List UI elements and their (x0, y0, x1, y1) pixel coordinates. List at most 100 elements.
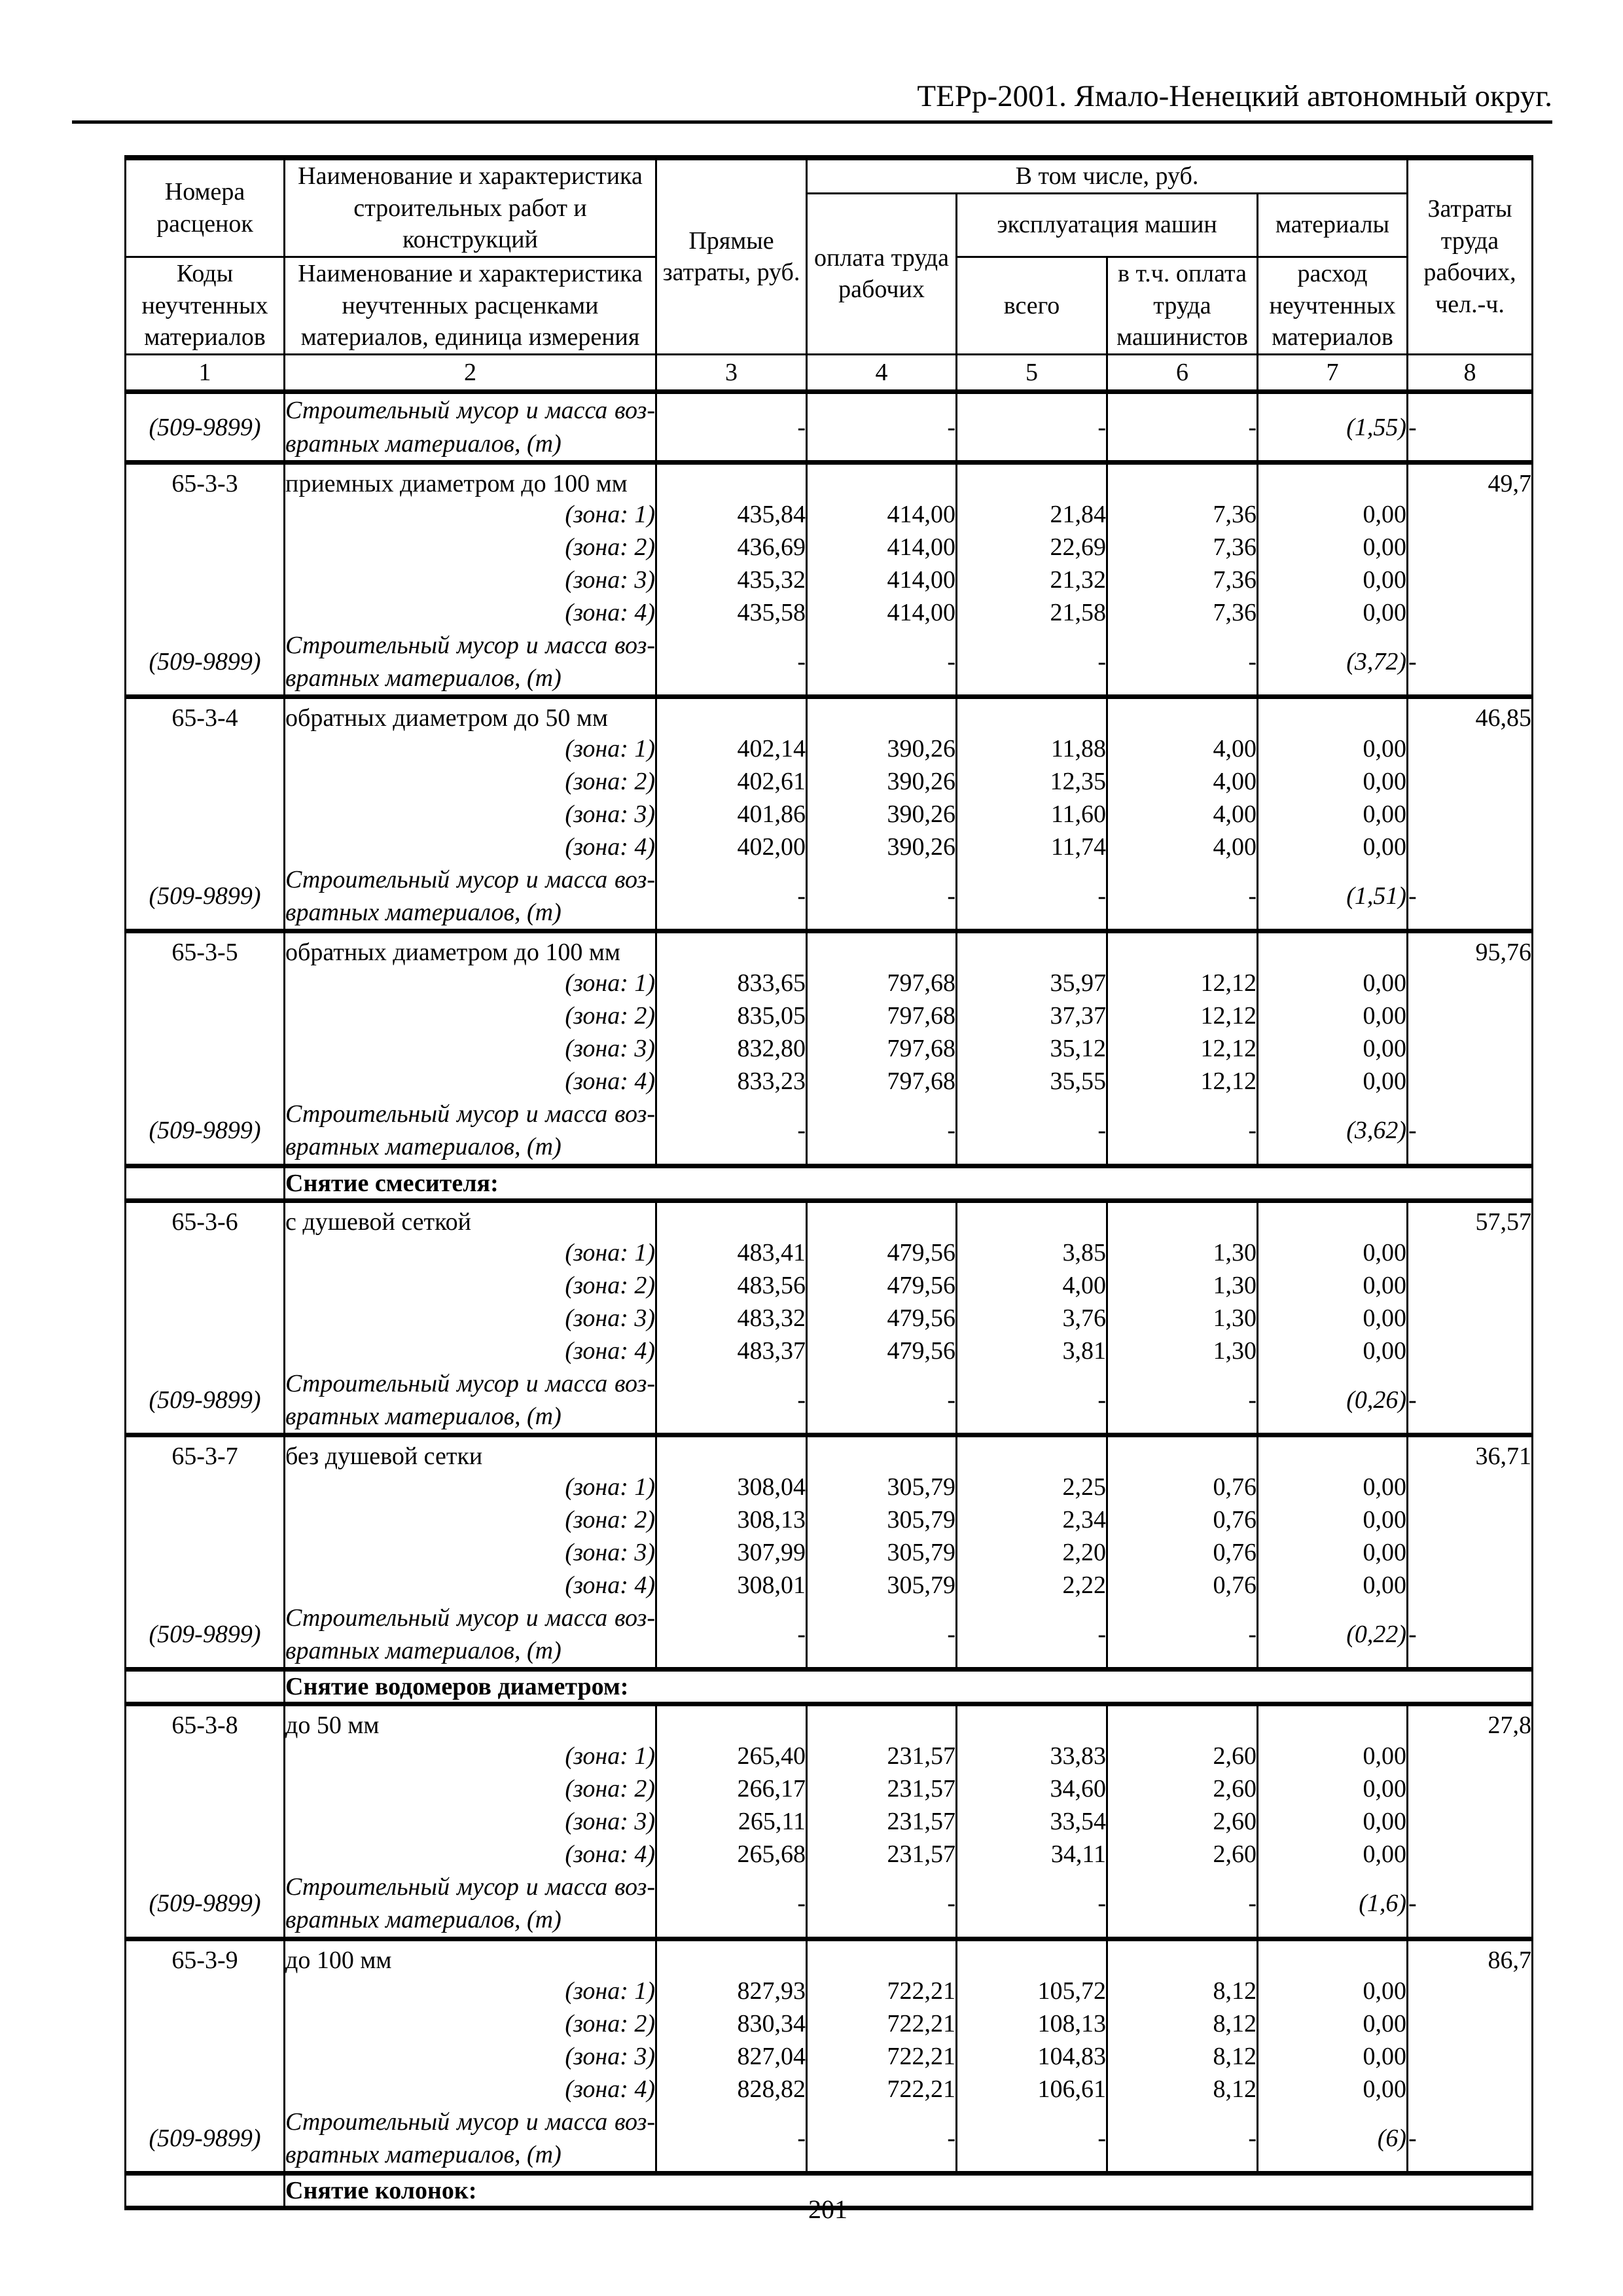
section-title: Снятие водомеров диаметром: (283, 1667, 1533, 1704)
table-row-zone: (зона: 1) 833,65 797,68 35,97 12,12 0,00 (124, 967, 1533, 1000)
zone-label-cell: (зона: 2) (283, 1772, 657, 1806)
dash-cell: - (955, 2105, 1108, 2174)
empty-labor-cell (1406, 2072, 1533, 2106)
value-cell: 231,57 (806, 1838, 957, 1871)
value-cell: 390,26 (806, 798, 957, 831)
value-cell: 35,55 (955, 1065, 1108, 1098)
value-cell: 414,00 (806, 497, 957, 531)
table-row-zone: (зона: 3) 827,04 722,21 104,83 8,12 0,00 (124, 2039, 1533, 2073)
table-row-debris: (509-9899) Строительный мусор и масса воз… (124, 1871, 1533, 1939)
zone-label-cell: (зона: 2) (283, 530, 657, 564)
table-row-zone: (зона: 4) 828,82 722,21 106,61 8,12 0,00 (124, 2072, 1533, 2106)
header-rule (72, 120, 1552, 124)
dash-cell: - (955, 1601, 1108, 1670)
table-row-zone: (зона: 4) 483,37 479,56 3,81 1,30 0,00 (124, 1334, 1533, 1367)
dash-cell: - (1106, 2105, 1258, 2174)
table-row-zone: (зона: 1) 827,93 722,21 105,72 8,12 0,00 (124, 1974, 1533, 2007)
value-cell: 21,84 (955, 497, 1108, 531)
value-cell: 231,57 (806, 1740, 957, 1773)
empty-value-cell (1257, 1702, 1408, 1740)
dash-cell: - (655, 863, 808, 931)
empty-labor-cell (1406, 563, 1533, 596)
zone-label-cell: (зона: 4) (283, 1065, 657, 1098)
column-number: 6 (1106, 353, 1258, 395)
table-row-name: 65-3-9 до 100 мм 86,7 (124, 1936, 1533, 1975)
dash-cell: - (955, 1871, 1108, 1939)
materials-consumption-cell: (6) (1257, 2105, 1408, 2174)
empty-code-cell (124, 563, 285, 596)
table-row-name: 65-3-3 приемных диаметром до 100 мм 49,7 (124, 459, 1533, 498)
empty-code-cell (124, 765, 285, 798)
empty-value-cell (955, 1936, 1108, 1975)
value-cell: 797,68 (806, 1032, 957, 1066)
empty-code-cell (124, 1470, 285, 1503)
empty-labor-cell (1406, 798, 1533, 831)
column-number: 2 (283, 353, 657, 395)
column-number: 7 (1257, 353, 1408, 395)
dash-cell: - (1106, 863, 1258, 931)
empty-value-cell (1106, 1432, 1258, 1471)
value-cell: 0,00 (1257, 1974, 1408, 2007)
empty-code-cell (124, 1236, 285, 1269)
table-row-section: Снятие смесителя: (124, 1163, 1533, 1201)
labor-dash-cell: - (1406, 863, 1533, 931)
table-row-debris: (509-9899) Строительный мусор и масса воз… (124, 1367, 1533, 1435)
unaccounted-code-cell: (509-9899) (124, 1367, 285, 1435)
empty-labor-cell (1406, 1301, 1533, 1335)
section-title: Снятие колонок: (283, 2170, 1533, 2208)
empty-value-cell (1106, 1702, 1258, 1740)
zone-label-cell: (зона: 4) (283, 2072, 657, 2106)
value-cell: 34,60 (955, 1772, 1108, 1806)
value-cell: 830,34 (655, 2007, 808, 2040)
empty-value-cell (955, 459, 1108, 498)
dash-cell: - (806, 628, 957, 697)
empty-value-cell (655, 1702, 808, 1740)
header-row-3: Коды неучтенных материалов Наименование … (124, 255, 1533, 355)
debris-text-cell: Строительный мусор и масса воз-вратных м… (283, 1367, 657, 1435)
value-cell: 479,56 (806, 1268, 957, 1302)
debris-text-cell: Строительный мусор и масса воз-вратных м… (283, 391, 657, 463)
value-cell: 2,60 (1106, 1740, 1258, 1773)
value-cell: 414,00 (806, 563, 957, 596)
table-row-debris: (509-9899) Строительный мусор и масса воз… (124, 2105, 1533, 2174)
empty-code-cell (124, 1838, 285, 1871)
value-cell: 104,83 (955, 2039, 1108, 2073)
header-cell-machines: эксплуатация машин (955, 192, 1258, 258)
page-number: 201 (808, 2195, 847, 2224)
empty-code-cell (124, 596, 285, 629)
value-cell: 401,86 (655, 798, 808, 831)
empty-labor-cell (1406, 1772, 1533, 1806)
value-cell: 3,85 (955, 1236, 1108, 1269)
dash-cell: - (1106, 1367, 1258, 1435)
empty-code-cell (124, 497, 285, 531)
empty-value-cell (806, 929, 957, 967)
zone-label-cell: (зона: 4) (283, 596, 657, 629)
dash-cell: - (806, 391, 957, 463)
table-row-zone: (зона: 2) 308,13 305,79 2,34 0,76 0,00 (124, 1503, 1533, 1536)
column-number: 8 (1406, 353, 1533, 395)
value-cell: 833,23 (655, 1065, 808, 1098)
table-row-debris: (509-9899) Строительный мусор и масса воз… (124, 391, 1533, 463)
value-cell: 0,00 (1257, 530, 1408, 564)
column-number: 1 (124, 353, 285, 395)
table-row-zone: (зона: 2) 835,05 797,68 37,37 12,12 0,00 (124, 999, 1533, 1033)
unaccounted-code-cell: (509-9899) (124, 2105, 285, 2174)
empty-value-cell (955, 1198, 1108, 1236)
value-cell: 0,00 (1257, 1334, 1408, 1367)
value-cell: 7,36 (1106, 497, 1258, 531)
value-cell: 231,57 (806, 1805, 957, 1839)
empty-value-cell (1257, 1198, 1408, 1236)
document-header-title: ТЕРр-2001. Ямало-Ненецкий автономный окр… (917, 79, 1552, 113)
dash-cell: - (655, 1098, 808, 1166)
empty-value-cell (655, 929, 808, 967)
value-cell: 108,13 (955, 2007, 1108, 2040)
section-spacer-cell (124, 2170, 285, 2208)
empty-value-cell (1257, 1432, 1408, 1471)
table-row-name: 65-3-8 до 50 мм 27,8 (124, 1702, 1533, 1740)
unaccounted-code-cell: (509-9899) (124, 1871, 285, 1939)
table-row-zone: (зона: 1) 308,04 305,79 2,25 0,76 0,00 (124, 1470, 1533, 1503)
table-row-name: 65-3-7 без душевой сетки 36,71 (124, 1432, 1533, 1471)
empty-labor-cell (1406, 967, 1533, 1000)
zone-label-cell: (зона: 1) (283, 1740, 657, 1773)
value-cell: 2,60 (1106, 1805, 1258, 1839)
